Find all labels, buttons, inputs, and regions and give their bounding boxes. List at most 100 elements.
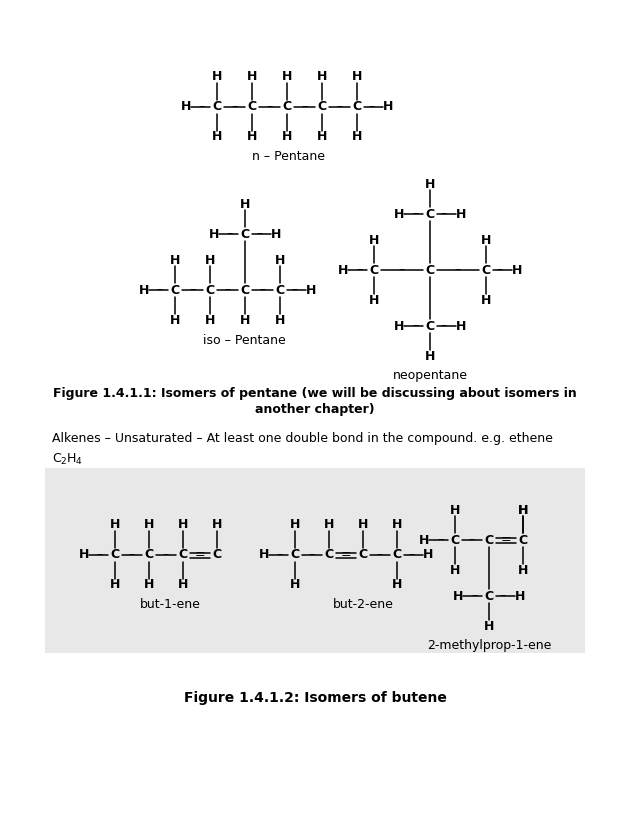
Text: C: C bbox=[171, 284, 180, 297]
Text: H: H bbox=[139, 284, 149, 297]
Text: –: – bbox=[292, 284, 298, 297]
Text: H: H bbox=[481, 293, 491, 306]
Bar bbox=[45, 468, 585, 653]
Text: –: – bbox=[266, 100, 273, 113]
Text: –: – bbox=[441, 208, 447, 221]
Text: –: – bbox=[455, 263, 461, 276]
Text: –: – bbox=[369, 100, 375, 113]
Text: H: H bbox=[247, 71, 257, 83]
Text: H: H bbox=[144, 518, 154, 531]
Text: H: H bbox=[512, 263, 522, 276]
Text: H: H bbox=[394, 319, 404, 333]
Text: H: H bbox=[247, 130, 257, 143]
Text: H: H bbox=[178, 518, 188, 531]
Text: H: H bbox=[456, 319, 466, 333]
Text: H: H bbox=[369, 234, 379, 246]
Text: –: – bbox=[497, 263, 503, 276]
Text: C: C bbox=[324, 548, 333, 562]
Text: C: C bbox=[481, 263, 491, 276]
Text: H: H bbox=[306, 284, 316, 297]
Text: but-1-ene: but-1-ene bbox=[140, 598, 200, 611]
Text: C: C bbox=[212, 548, 222, 562]
Text: –: – bbox=[231, 100, 238, 113]
Text: H: H bbox=[205, 253, 215, 267]
Text: –: – bbox=[163, 548, 169, 562]
Text: H: H bbox=[212, 130, 222, 143]
Text: neopentane: neopentane bbox=[392, 369, 467, 382]
Text: C: C bbox=[241, 227, 249, 240]
Text: H: H bbox=[518, 504, 528, 517]
Text: C: C bbox=[275, 284, 285, 297]
Text: –: – bbox=[438, 534, 444, 547]
Text: C: C bbox=[425, 263, 435, 276]
Text: –: – bbox=[260, 284, 266, 297]
Text: Figure 1.4.1.2: Isomers of butene: Figure 1.4.1.2: Isomers of butene bbox=[183, 691, 447, 705]
Text: C: C bbox=[518, 534, 527, 547]
Text: –: – bbox=[472, 589, 478, 602]
Text: –: – bbox=[377, 548, 383, 562]
Text: but-2-ene: but-2-ene bbox=[333, 598, 394, 611]
Text: 2-methylprop-1-ene: 2-methylprop-1-ene bbox=[427, 640, 551, 653]
Text: C: C bbox=[178, 548, 188, 562]
Text: Figure 1.4.1.1: Isomers of pentane (we will be discussing about isomers in: Figure 1.4.1.1: Isomers of pentane (we w… bbox=[53, 387, 577, 400]
Text: H: H bbox=[209, 227, 219, 240]
Text: –: – bbox=[199, 100, 205, 113]
Text: another chapter): another chapter) bbox=[255, 403, 375, 416]
Text: H: H bbox=[240, 197, 250, 210]
Text: C: C bbox=[358, 548, 367, 562]
Text: –: – bbox=[97, 548, 103, 562]
Text: =: = bbox=[195, 548, 205, 562]
Text: H: H bbox=[392, 579, 402, 592]
Text: C: C bbox=[425, 319, 435, 333]
Text: H: H bbox=[425, 178, 435, 191]
Text: H: H bbox=[79, 548, 89, 562]
Text: H: H bbox=[110, 518, 120, 531]
Text: H: H bbox=[450, 504, 460, 517]
Text: C: C bbox=[392, 548, 401, 562]
Text: 4: 4 bbox=[76, 457, 82, 466]
Text: H: H bbox=[275, 314, 285, 327]
Text: H: H bbox=[456, 208, 466, 221]
Text: H: H bbox=[338, 263, 348, 276]
Text: –: – bbox=[129, 548, 135, 562]
Text: –: – bbox=[500, 589, 506, 602]
Text: H: H bbox=[324, 518, 334, 531]
Text: H: H bbox=[518, 504, 528, 517]
Text: H: H bbox=[518, 563, 528, 576]
Text: H: H bbox=[181, 100, 191, 113]
Text: H: H bbox=[290, 579, 300, 592]
Text: H: H bbox=[205, 314, 215, 327]
Text: iso – Pentane: iso – Pentane bbox=[203, 333, 285, 346]
Text: C: C bbox=[450, 534, 459, 547]
Text: –: – bbox=[336, 100, 343, 113]
Text: H: H bbox=[282, 71, 292, 83]
Text: –: – bbox=[357, 263, 363, 276]
Text: H: H bbox=[282, 130, 292, 143]
Text: –: – bbox=[399, 263, 405, 276]
Text: C: C bbox=[205, 284, 215, 297]
Text: C: C bbox=[52, 452, 60, 465]
Text: C: C bbox=[282, 100, 292, 113]
Text: –: – bbox=[409, 548, 415, 562]
Text: H: H bbox=[450, 563, 460, 576]
Text: H: H bbox=[515, 589, 525, 602]
Text: =: = bbox=[341, 548, 352, 562]
Text: C: C bbox=[425, 208, 435, 221]
Text: H: H bbox=[352, 130, 362, 143]
Text: H: H bbox=[212, 518, 222, 531]
Text: H: H bbox=[259, 548, 269, 562]
Text: H: H bbox=[144, 579, 154, 592]
Text: C: C bbox=[248, 100, 256, 113]
Text: –: – bbox=[190, 284, 196, 297]
Text: H: H bbox=[369, 293, 379, 306]
Text: 2: 2 bbox=[60, 457, 66, 466]
Text: C: C bbox=[318, 100, 326, 113]
Text: C: C bbox=[484, 589, 493, 602]
Text: C: C bbox=[484, 534, 493, 547]
Text: H: H bbox=[425, 350, 435, 363]
Text: H: H bbox=[212, 71, 222, 83]
Text: –: – bbox=[277, 548, 283, 562]
Text: H: H bbox=[240, 314, 250, 327]
Text: C: C bbox=[212, 100, 222, 113]
Text: H: H bbox=[317, 71, 327, 83]
